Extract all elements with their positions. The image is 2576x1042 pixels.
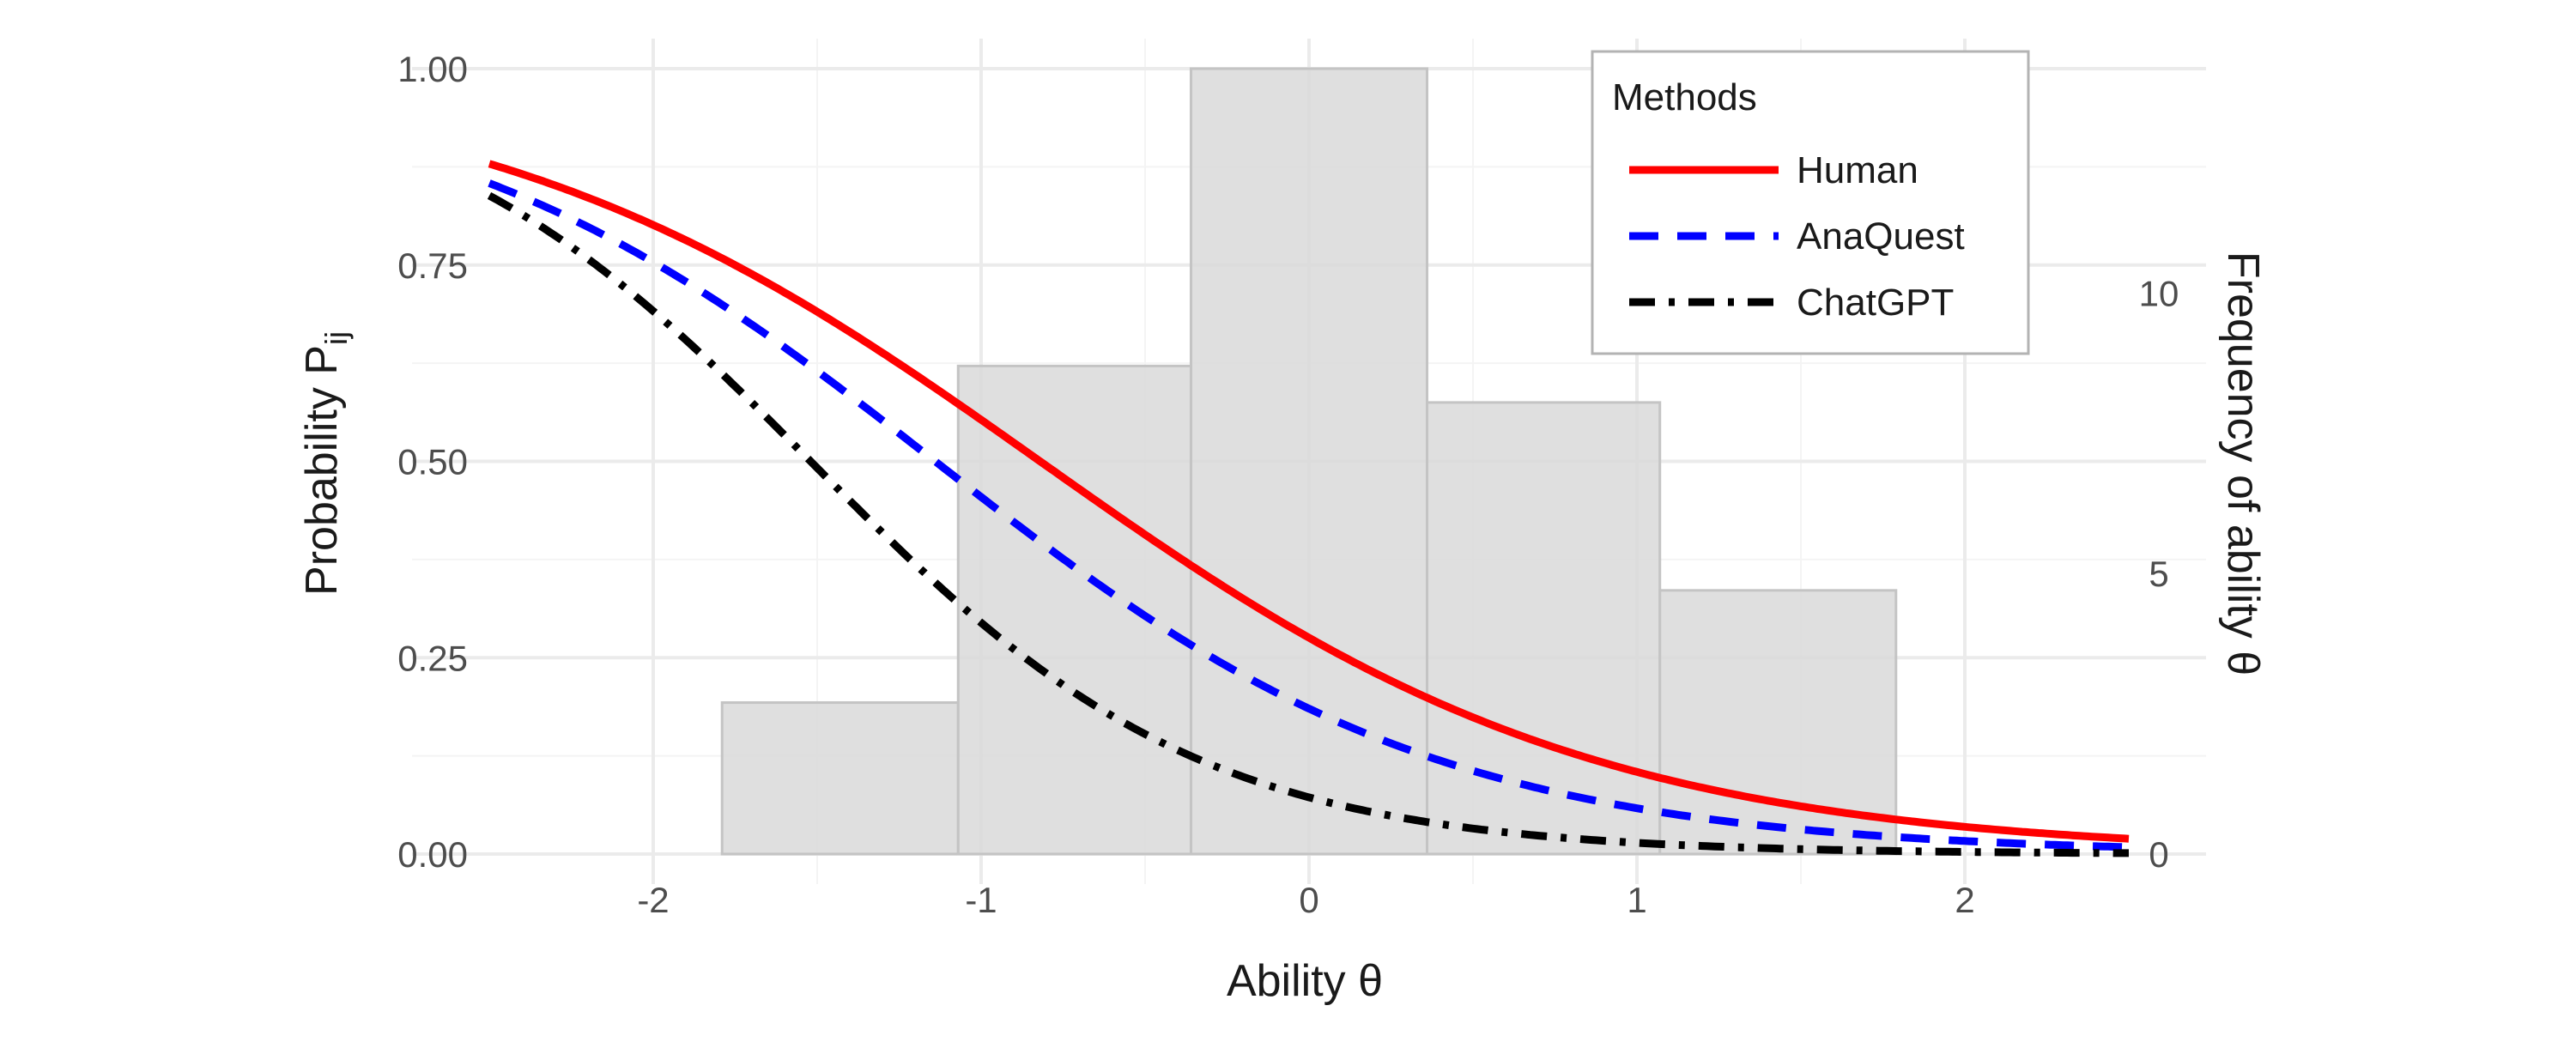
series-line-human <box>488 160 2130 843</box>
y-axis-title-main: Probability P <box>297 345 347 596</box>
legend: Methods Human AnaQuest ChatGPT <box>1591 50 2030 355</box>
y-tick-label: 1.00 <box>397 49 468 89</box>
y2-tick-label: 10 <box>2139 273 2179 313</box>
y-axis-ticks: 0.00 0.25 0.50 0.75 1.00 <box>397 49 468 875</box>
histogram-bar <box>956 364 1192 856</box>
legend-label-chatgpt: ChatGPT <box>1797 282 1954 324</box>
histogram-bars <box>720 67 1898 856</box>
x-tick-label: -1 <box>965 880 997 920</box>
series-line-anaquest <box>488 179 2130 851</box>
histogram-bar <box>1658 589 1898 856</box>
histogram-bar <box>720 701 960 856</box>
x-tick-label: 1 <box>1627 880 1646 920</box>
legend-label-anaquest: AnaQuest <box>1797 215 1965 257</box>
y-tick-label: 0.50 <box>397 442 468 482</box>
histogram-bar <box>1426 401 1662 856</box>
y2-axis-title: Frequency of ability θ <box>2218 251 2268 675</box>
y-tick-label: 0.25 <box>397 638 468 678</box>
x-axis-title: Ability θ <box>1227 956 1383 1006</box>
legend-title: Methods <box>1612 76 1757 118</box>
series-lines <box>487 160 2130 857</box>
y-tick-label: 0.00 <box>397 834 468 875</box>
y2-tick-label: 5 <box>2149 554 2168 594</box>
y2-tick-label: 0 <box>2149 834 2168 875</box>
y2-axis-ticks: 0 5 10 <box>2139 273 2179 875</box>
legend-label-human: Human <box>1797 149 1918 191</box>
x-axis-ticks: -2 -1 0 1 2 <box>637 880 1974 920</box>
x-tick-label: 2 <box>1955 880 1974 920</box>
legend-box <box>1591 50 2030 355</box>
x-tick-label: -2 <box>637 880 669 920</box>
x-tick-label: 0 <box>1299 880 1318 920</box>
y-axis-title: Probability Pij <box>297 331 354 596</box>
series-line-chatgpt <box>487 191 2129 857</box>
y-axis-title-subscript: ij <box>318 331 354 345</box>
y-tick-label: 0.75 <box>397 245 468 286</box>
histogram-bar <box>1189 67 1429 856</box>
legend-items: Human AnaQuest ChatGPT <box>1629 149 1965 324</box>
